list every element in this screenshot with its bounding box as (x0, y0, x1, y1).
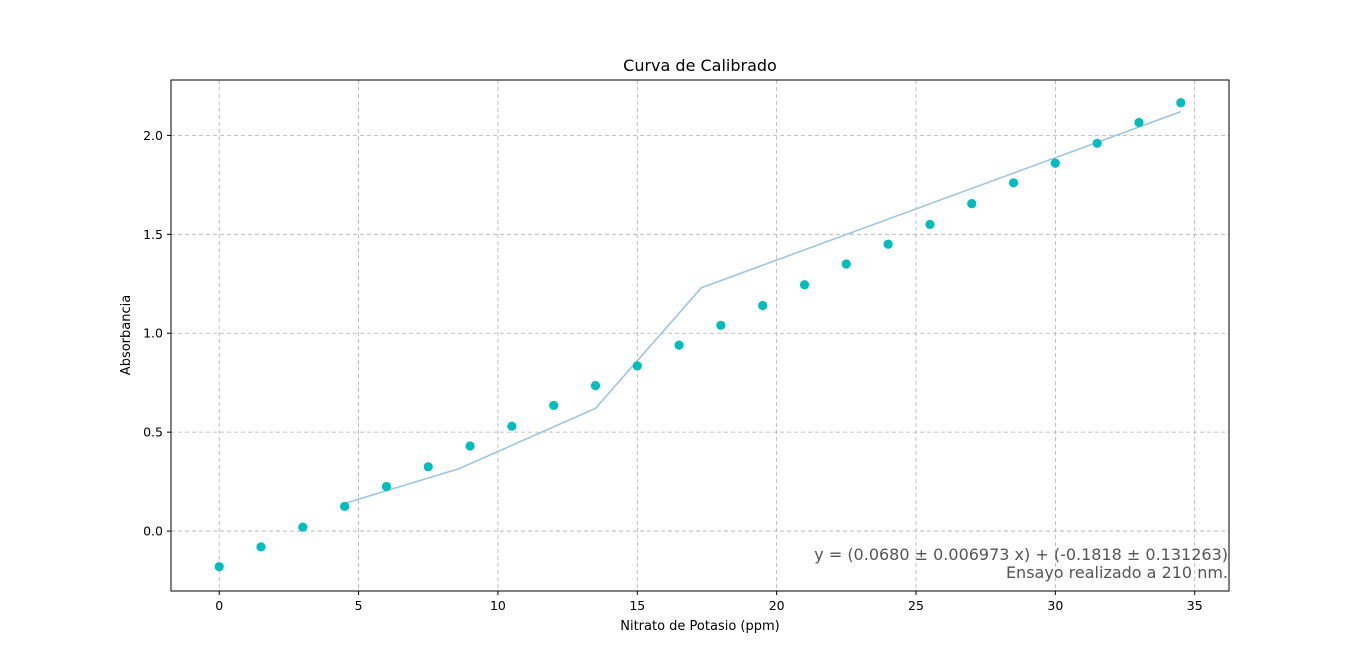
y-axis: 0.0 0.5 1.0 1.5 2.0 (143, 128, 171, 539)
plot-frame (170, 79, 1230, 592)
data-point (298, 522, 308, 532)
data-point (590, 381, 601, 391)
x-axis: 0 5 10 15 20 25 30 35 (215, 591, 1203, 613)
data-point (967, 199, 977, 209)
data-point (423, 462, 433, 472)
data-point (465, 441, 475, 451)
x-tick-label: 35 (1187, 598, 1203, 613)
x-tick-label: 0 (215, 598, 223, 613)
fit-line-series (344, 110, 1182, 505)
data-point (632, 361, 642, 371)
data-point (507, 421, 517, 431)
x-tick-label: 15 (629, 598, 645, 613)
data-point (214, 562, 224, 572)
data-point (1008, 178, 1019, 188)
x-tick-label: 5 (355, 598, 363, 613)
y-tick-label: 1.0 (143, 326, 163, 341)
scatter-series (214, 98, 1186, 572)
y-tick-label: 0.0 (143, 524, 163, 539)
x-tick-label: 30 (1047, 598, 1063, 613)
assay-note: Ensayo realizado a 210 nm. (1006, 563, 1228, 582)
regression-equation: y = (0.0680 ± 0.006973 x) + (-0.1818 ± 0… (814, 545, 1228, 564)
data-point (841, 259, 851, 269)
y-tick-label: 0.5 (143, 425, 163, 440)
x-tick-label: 25 (908, 598, 924, 613)
y-tick-label: 2.0 (143, 128, 163, 143)
data-point (1134, 117, 1144, 128)
data-point (549, 400, 559, 411)
data-point (1050, 158, 1060, 168)
data-point (256, 542, 266, 552)
grid (171, 80, 1229, 591)
data-point (716, 320, 726, 330)
data-point (340, 501, 350, 511)
data-point (758, 300, 768, 311)
data-point (674, 340, 684, 350)
fit-line (344, 110, 1182, 505)
data-point (1176, 98, 1186, 108)
x-tick-label: 10 (490, 598, 506, 613)
data-point (1092, 138, 1102, 148)
x-tick-label: 20 (769, 598, 785, 613)
y-axis-label: Absorbancia (119, 295, 134, 375)
data-point (799, 280, 810, 290)
data-point (883, 239, 893, 249)
data-point (381, 481, 392, 492)
y-tick-label: 1.5 (143, 227, 163, 242)
chart-title: Curva de Calibrado (623, 56, 777, 75)
data-point (925, 219, 935, 230)
x-axis-label: Nitrato de Potasio (ppm) (620, 619, 780, 634)
